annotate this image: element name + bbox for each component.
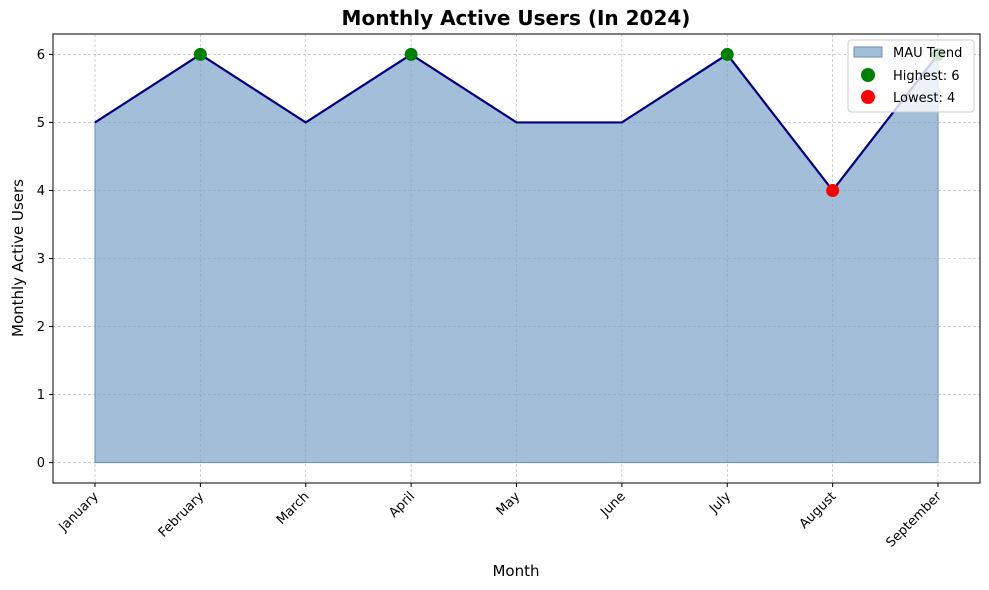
- x-tick-label-april: April: [386, 489, 418, 521]
- chart-title: Monthly Active Users (In 2024): [342, 6, 691, 30]
- legend-marker-highest: [861, 68, 875, 82]
- y-tick-label: 4: [37, 184, 45, 199]
- legend-label-lowest: Lowest: 4: [893, 91, 955, 106]
- x-tick-label-july: July: [706, 489, 734, 517]
- y-tick-label: 5: [37, 116, 45, 131]
- x-axis-ticks: January February March April May June July Augu…: [56, 483, 946, 551]
- x-tick-label-august: August: [797, 489, 840, 532]
- y-tick-label: 6: [37, 48, 45, 63]
- legend-label-highest: Highest: 6: [893, 69, 960, 84]
- x-tick-label-march: March: [274, 489, 313, 528]
- y-axis-label: Monthly Active Users: [9, 179, 27, 337]
- x-tick-label-june: June: [597, 489, 628, 520]
- y-tick-label: 3: [37, 252, 45, 267]
- point-highest-april: [405, 48, 418, 61]
- legend-label-mau-trend: MAU Trend: [893, 46, 962, 61]
- y-tick-label: 0: [37, 456, 45, 471]
- x-tick-label-may: May: [494, 489, 524, 519]
- point-highest-february: [194, 48, 207, 61]
- legend-swatch-mau-trend: [854, 47, 882, 57]
- x-axis-label: Month: [492, 562, 539, 580]
- y-tick-label: 2: [37, 320, 45, 335]
- legend-marker-lowest: [861, 90, 875, 104]
- point-lowest-august: [826, 184, 839, 197]
- x-tick-label-september: September: [883, 489, 945, 551]
- y-tick-label: 1: [37, 388, 45, 403]
- legend: MAU Trend Highest: 6 Lowest: 4: [848, 40, 974, 112]
- point-highest-july: [721, 48, 734, 61]
- x-tick-label-february: February: [156, 489, 208, 541]
- x-tick-label-january: January: [56, 489, 102, 535]
- y-axis-ticks: 0 1 2 3 4 5 6: [37, 48, 53, 471]
